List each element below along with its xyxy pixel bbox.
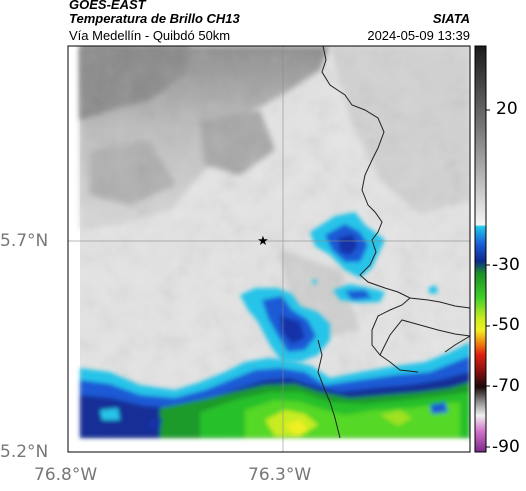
satellite-title: GOES-EAST	[69, 0, 146, 12]
colorbar	[474, 45, 490, 453]
graticule	[68, 46, 470, 452]
colorbar-tick-label: -30	[492, 255, 520, 275]
lon-tick-label: 76.3°W	[248, 465, 312, 485]
datetime-label: 2024-05-09 13:39	[367, 28, 470, 43]
colorbar-tick-label: -90	[492, 437, 520, 457]
star-icon: ★	[257, 234, 269, 249]
source-label: SIATA	[432, 11, 470, 26]
lat-tick-label: 5.2°N	[0, 442, 49, 462]
product-title: Temperatura de Brillo CH13	[69, 11, 240, 26]
colorbar-tick-label: -70	[492, 376, 520, 396]
map-frame	[67, 45, 471, 453]
colorbar-tick-label: 20	[496, 99, 518, 119]
lon-tick-label: 76.8°W	[34, 465, 98, 485]
route-subtitle: Vía Medellín - Quibdó 50km	[69, 28, 231, 43]
boundary-lines	[317, 46, 470, 439]
lat-tick-label: 5.7°N	[0, 231, 49, 251]
colorbar-tick-label: -50	[492, 315, 520, 335]
